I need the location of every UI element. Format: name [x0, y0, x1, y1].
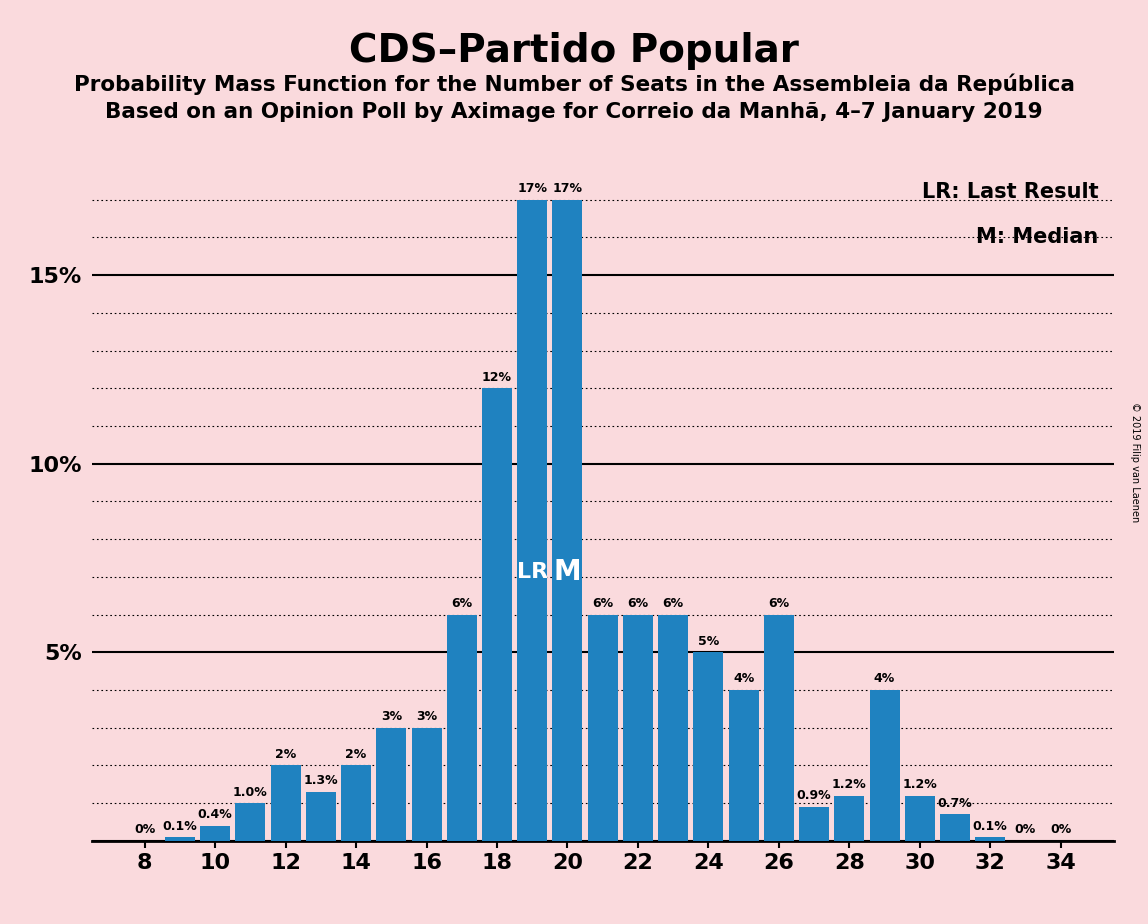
Bar [271, 765, 301, 841]
Text: 6%: 6% [451, 597, 472, 610]
Bar [835, 796, 864, 841]
Bar [200, 826, 230, 841]
Text: LR: LR [517, 562, 548, 581]
Bar [341, 765, 371, 841]
Text: 12%: 12% [482, 371, 512, 383]
Text: 6%: 6% [662, 597, 684, 610]
Bar [729, 690, 759, 841]
Bar [377, 728, 406, 841]
Text: 1.3%: 1.3% [303, 774, 339, 787]
Bar [658, 614, 688, 841]
Text: Probability Mass Function for the Number of Seats in the Assembleia da República: Probability Mass Function for the Number… [73, 74, 1075, 95]
Text: 1.2%: 1.2% [832, 778, 867, 791]
Text: 6%: 6% [627, 597, 649, 610]
Bar [976, 837, 1006, 841]
Text: 4%: 4% [734, 673, 754, 686]
Bar [235, 803, 265, 841]
Text: 2%: 2% [276, 748, 296, 760]
Text: 0.1%: 0.1% [972, 820, 1008, 833]
Text: 1.2%: 1.2% [902, 778, 937, 791]
Text: CDS–Partido Popular: CDS–Partido Popular [349, 32, 799, 70]
Text: 3%: 3% [381, 711, 402, 723]
Text: 0.1%: 0.1% [163, 820, 197, 833]
Bar [412, 728, 442, 841]
Text: 0%: 0% [1015, 823, 1037, 836]
Text: 1.0%: 1.0% [233, 785, 267, 798]
Bar [940, 814, 970, 841]
Bar [763, 614, 793, 841]
Text: 4%: 4% [874, 673, 895, 686]
Text: 2%: 2% [346, 748, 366, 760]
Bar [623, 614, 653, 841]
Text: 6%: 6% [592, 597, 613, 610]
Text: 17%: 17% [518, 182, 548, 195]
Bar [588, 614, 618, 841]
Text: M: Median: M: Median [976, 227, 1099, 247]
Bar [447, 614, 476, 841]
Text: 0%: 0% [1050, 823, 1071, 836]
Bar [305, 792, 336, 841]
Bar [799, 807, 829, 841]
Text: 6%: 6% [768, 597, 790, 610]
Bar [869, 690, 900, 841]
Text: Based on an Opinion Poll by Aximage for Correio da Manhã, 4–7 January 2019: Based on an Opinion Poll by Aximage for … [106, 102, 1042, 122]
Bar [518, 200, 548, 841]
Text: 3%: 3% [416, 711, 437, 723]
Bar [905, 796, 934, 841]
Bar [165, 837, 195, 841]
Text: 0.4%: 0.4% [197, 808, 233, 821]
Bar [693, 652, 723, 841]
Text: LR: Last Result: LR: Last Result [922, 182, 1099, 201]
Text: 0%: 0% [134, 823, 155, 836]
Text: © 2019 Filip van Laenen: © 2019 Filip van Laenen [1130, 402, 1140, 522]
Bar [482, 388, 512, 841]
Text: 5%: 5% [698, 635, 719, 648]
Text: M: M [553, 557, 581, 586]
Text: 0.9%: 0.9% [797, 789, 831, 802]
Text: 0.7%: 0.7% [938, 796, 972, 810]
Text: 17%: 17% [552, 182, 582, 195]
Bar [552, 200, 582, 841]
